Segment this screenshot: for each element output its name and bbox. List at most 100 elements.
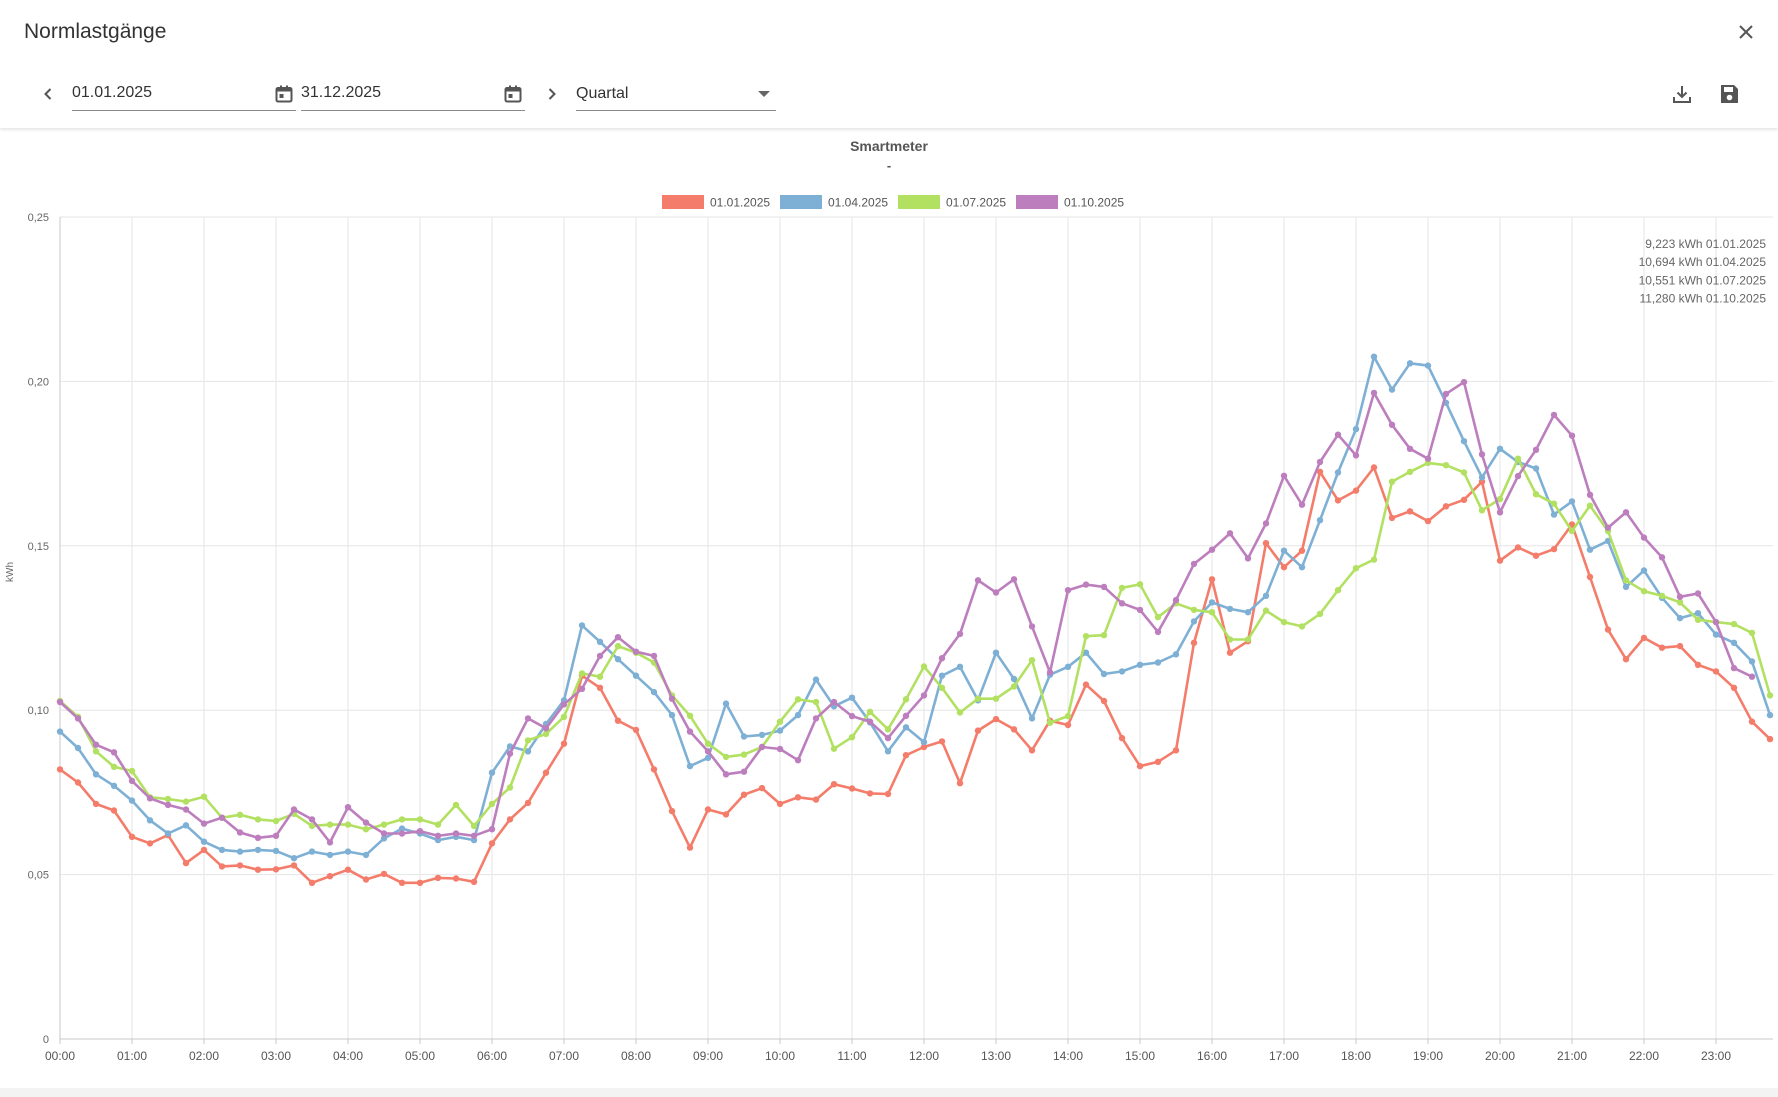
data-point[interactable] bbox=[362, 826, 370, 833]
data-point[interactable] bbox=[938, 684, 946, 691]
data-point[interactable] bbox=[1550, 411, 1558, 419]
data-point[interactable] bbox=[92, 771, 100, 778]
data-point[interactable] bbox=[1766, 692, 1774, 699]
data-point[interactable] bbox=[362, 851, 370, 859]
data-point[interactable] bbox=[1712, 668, 1720, 675]
data-point[interactable] bbox=[614, 642, 622, 650]
data-point[interactable] bbox=[1442, 390, 1450, 398]
data-point[interactable] bbox=[1100, 670, 1108, 678]
data-point[interactable] bbox=[1460, 438, 1468, 445]
data-point[interactable] bbox=[614, 634, 622, 641]
data-point[interactable] bbox=[452, 875, 460, 882]
data-point[interactable] bbox=[416, 879, 424, 886]
data-point[interactable] bbox=[596, 673, 604, 680]
data-point[interactable] bbox=[272, 847, 280, 855]
data-point[interactable] bbox=[1406, 445, 1414, 452]
data-point[interactable] bbox=[1028, 657, 1036, 664]
data-point[interactable] bbox=[290, 855, 298, 862]
data-point[interactable] bbox=[506, 816, 514, 823]
data-point[interactable] bbox=[128, 833, 136, 840]
data-point[interactable] bbox=[1262, 540, 1270, 547]
data-point[interactable] bbox=[110, 782, 118, 789]
legend-item[interactable]: 01.07.2025 bbox=[898, 195, 1006, 210]
data-point[interactable] bbox=[1442, 503, 1450, 510]
data-point[interactable] bbox=[470, 878, 478, 885]
data-point[interactable] bbox=[758, 784, 766, 792]
data-point[interactable] bbox=[380, 870, 388, 878]
data-point[interactable] bbox=[1316, 610, 1324, 618]
data-point[interactable] bbox=[1136, 581, 1144, 588]
data-point[interactable] bbox=[1658, 644, 1666, 651]
data-point[interactable] bbox=[1100, 697, 1108, 705]
data-point[interactable] bbox=[722, 753, 730, 761]
data-point[interactable] bbox=[992, 589, 1000, 596]
data-point[interactable] bbox=[74, 715, 82, 722]
data-point[interactable] bbox=[1712, 631, 1720, 638]
data-point[interactable] bbox=[578, 670, 586, 677]
data-point[interactable] bbox=[956, 630, 964, 638]
data-point[interactable] bbox=[866, 708, 874, 715]
data-point[interactable] bbox=[1622, 509, 1630, 516]
data-point[interactable] bbox=[560, 740, 568, 747]
data-point[interactable] bbox=[380, 835, 388, 842]
data-point[interactable] bbox=[1118, 600, 1126, 607]
data-point[interactable] bbox=[326, 839, 334, 846]
data-point[interactable] bbox=[1226, 649, 1234, 656]
date-to-input[interactable] bbox=[301, 80, 491, 102]
data-point[interactable] bbox=[632, 726, 640, 734]
data-point[interactable] bbox=[326, 851, 334, 859]
data-point[interactable] bbox=[1028, 623, 1036, 630]
data-point[interactable] bbox=[1244, 555, 1252, 562]
close-button[interactable] bbox=[1734, 20, 1758, 44]
data-point[interactable] bbox=[1010, 675, 1018, 683]
data-point[interactable] bbox=[362, 819, 370, 826]
data-point[interactable] bbox=[92, 800, 100, 808]
data-point[interactable] bbox=[1190, 560, 1198, 568]
data-point[interactable] bbox=[1064, 587, 1072, 594]
data-point[interactable] bbox=[1172, 596, 1180, 604]
data-point[interactable] bbox=[1730, 684, 1738, 691]
data-point[interactable] bbox=[992, 695, 1000, 702]
data-point[interactable] bbox=[1514, 544, 1522, 551]
legend-item[interactable]: 01.04.2025 bbox=[780, 195, 888, 210]
data-point[interactable] bbox=[1460, 496, 1468, 503]
data-point[interactable] bbox=[308, 879, 316, 886]
data-point[interactable] bbox=[470, 832, 478, 839]
data-point[interactable] bbox=[1208, 599, 1216, 606]
data-point[interactable] bbox=[1064, 663, 1072, 670]
data-point[interactable] bbox=[776, 745, 784, 753]
data-point[interactable] bbox=[1370, 353, 1378, 360]
data-point[interactable] bbox=[1208, 609, 1216, 616]
data-point[interactable] bbox=[1370, 389, 1378, 397]
data-point[interactable] bbox=[740, 733, 748, 740]
data-point[interactable] bbox=[236, 829, 244, 836]
data-point[interactable] bbox=[1028, 747, 1036, 754]
data-point[interactable] bbox=[1640, 588, 1648, 595]
data-point[interactable] bbox=[668, 807, 676, 815]
data-point[interactable] bbox=[1172, 651, 1180, 658]
data-point[interactable] bbox=[1514, 472, 1522, 480]
data-point[interactable] bbox=[1010, 726, 1018, 733]
data-point[interactable] bbox=[1244, 636, 1252, 643]
data-point[interactable] bbox=[758, 731, 766, 739]
save-button[interactable] bbox=[1717, 82, 1741, 106]
data-point[interactable] bbox=[1694, 610, 1702, 617]
data-point[interactable] bbox=[1622, 577, 1630, 584]
data-point[interactable] bbox=[1082, 581, 1090, 588]
data-point[interactable] bbox=[1226, 530, 1234, 537]
data-point[interactable] bbox=[236, 811, 244, 818]
data-point[interactable] bbox=[974, 727, 982, 734]
data-point[interactable] bbox=[902, 696, 910, 703]
data-point[interactable] bbox=[560, 701, 568, 708]
data-point[interactable] bbox=[1460, 378, 1468, 386]
data-point[interactable] bbox=[632, 672, 640, 679]
data-point[interactable] bbox=[704, 754, 712, 762]
data-point[interactable] bbox=[812, 715, 820, 722]
data-point[interactable] bbox=[1190, 618, 1198, 625]
data-point[interactable] bbox=[1568, 527, 1576, 535]
data-point[interactable] bbox=[722, 811, 730, 818]
data-point[interactable] bbox=[164, 801, 172, 809]
data-point[interactable] bbox=[1748, 629, 1756, 637]
data-point[interactable] bbox=[1568, 521, 1576, 528]
data-point[interactable] bbox=[614, 717, 622, 724]
